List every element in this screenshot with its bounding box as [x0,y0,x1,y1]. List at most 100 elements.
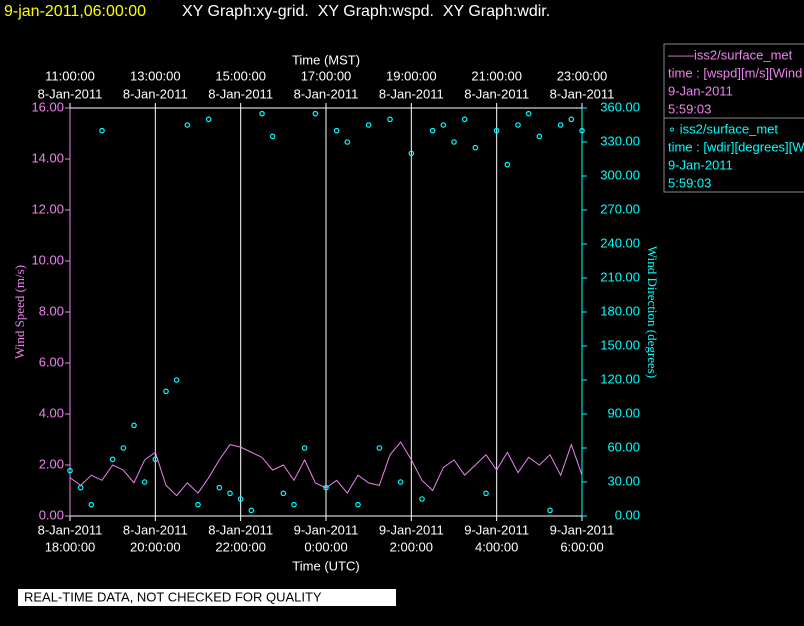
x-tick-label: 9-Jan-2011 [294,522,359,537]
x-tick-label: 8-Jan-2011 [123,522,188,537]
legend-text: 5:59:03 [668,175,711,190]
y2-tick-label: 150.00 [600,337,640,352]
x2-tick-label: 8-Jan-2011 [208,86,273,101]
wdir-point [376,445,383,451]
x-tick-label: 8-Jan-2011 [208,522,273,537]
x-tick-label: 22:00:00 [215,539,266,554]
wdir-point [237,496,244,502]
x2-tick-label: 8-Jan-2011 [464,86,529,101]
x-tick-label: 18:00:00 [45,539,96,554]
wspd-line [69,441,583,497]
wdir-point [216,484,223,491]
wdir-point [205,116,212,123]
wdir-point [419,496,425,502]
wdir-point [120,445,127,451]
x-tick-label: 9-Jan-2011 [550,522,615,537]
legend-text: 9-Jan-2011 [668,83,733,98]
x2-tick-label: 17:00:00 [301,68,352,83]
y2-tick-label: 270.00 [600,201,640,216]
wdir-point [483,490,489,497]
y-tick-label: 4.00 [39,405,64,420]
wdir-point [184,122,191,128]
y-axis-title: Wind Speed (m/s) [12,265,27,359]
header-time: 9-jan-2011,06:00:00 [4,3,146,20]
wdir-point [525,110,532,117]
legend-text: time : [wdir][degrees][Wind Direction] [668,139,804,154]
wdir-point [323,484,329,491]
wdir-point [280,490,287,497]
y-tick-label: 14.00 [31,150,64,165]
x2-tick-label: 23:00:00 [557,68,608,83]
x2-tick-label: 21:00:00 [471,68,522,83]
x-tick-label: 9-Jan-2011 [379,522,444,537]
legend-text: time : [wspd][m/s][Wind Speed] [668,65,804,80]
wdir-point [387,116,393,123]
wdir-point [547,507,553,514]
wdir-point [312,110,319,117]
x-tick-label: 20:00:00 [130,539,181,554]
x-tick-label: 6:00:00 [560,539,603,554]
x2-axis-title: Time (MST) [292,52,360,67]
wdir-point [355,501,361,508]
x2-tick-label: 11:00:00 [45,68,95,83]
wdir-point [248,507,255,514]
wdir-point [163,388,169,395]
x-axis-title: Time (UTC) [292,558,359,573]
wdir-point [67,467,73,474]
legend-text: 5:59:03 [668,101,711,116]
wdir-point [109,456,116,463]
y2-tick-label: 330.00 [600,133,640,148]
wdir-point [536,133,543,140]
wdir-point [493,127,500,134]
wdir-point [333,127,340,134]
wdir-point [269,133,276,140]
x2-tick-label: 13:00:00 [130,68,181,83]
wdir-point [451,139,457,145]
wdir-point [259,110,265,117]
y2-tick-label: 300.00 [600,167,640,182]
wdir-point [227,490,233,497]
wdir-point [131,422,137,429]
legend-text: ∘ iss2/surface_met [668,121,778,136]
y2-tick-label: 0.00 [615,507,640,522]
y-tick-label: 6.00 [39,354,64,369]
y2-tick-label: 180.00 [600,303,640,318]
y-tick-label: 8.00 [39,303,64,318]
legend-text: ——iss2/surface_met [668,47,793,62]
y2-tick-label: 60.00 [607,439,640,454]
banner: REAL-TIME DATA, NOT CHECKED FOR QUALITY [24,589,322,604]
x-tick-label: 4:00:00 [475,539,518,554]
y2-tick-label: 120.00 [600,371,640,386]
wdir-point [344,139,351,145]
x2-tick-label: 15:00:00 [215,68,266,83]
y2-tick-label: 90.00 [607,405,640,420]
x2-tick-label: 8-Jan-2011 [38,86,103,101]
legend-text: 9-Jan-2011 [668,157,733,172]
wdir-point [99,127,105,134]
wdir-point [461,116,468,123]
wdir-point [195,501,201,508]
wdir-point [408,150,415,157]
wdir-point [301,445,308,451]
y2-tick-label: 360.00 [600,99,640,114]
y-tick-label: 12.00 [31,201,64,216]
wdir-point [504,161,511,168]
y2-tick-label: 240.00 [600,235,640,250]
y-tick-label: 0.00 [39,507,64,522]
y2-tick-label: 210.00 [600,269,640,284]
legend-box [663,117,804,193]
wdir-point [77,484,84,491]
wdir-point [557,122,564,128]
y-tick-label: 16.00 [31,99,64,114]
x2-tick-label: 8-Jan-2011 [550,86,615,101]
wdir-point [141,479,148,485]
wdir-point [579,127,585,134]
x2-tick-label: 19:00:00 [386,68,437,83]
wdir-point [291,501,297,508]
x-tick-label: 2:00:00 [390,539,433,554]
header-title: XY Graph:xy-grid. XY Graph:wspd. XY Grap… [182,3,550,20]
x-tick-label: 0:00:00 [304,539,347,554]
wdir-point [152,456,159,463]
